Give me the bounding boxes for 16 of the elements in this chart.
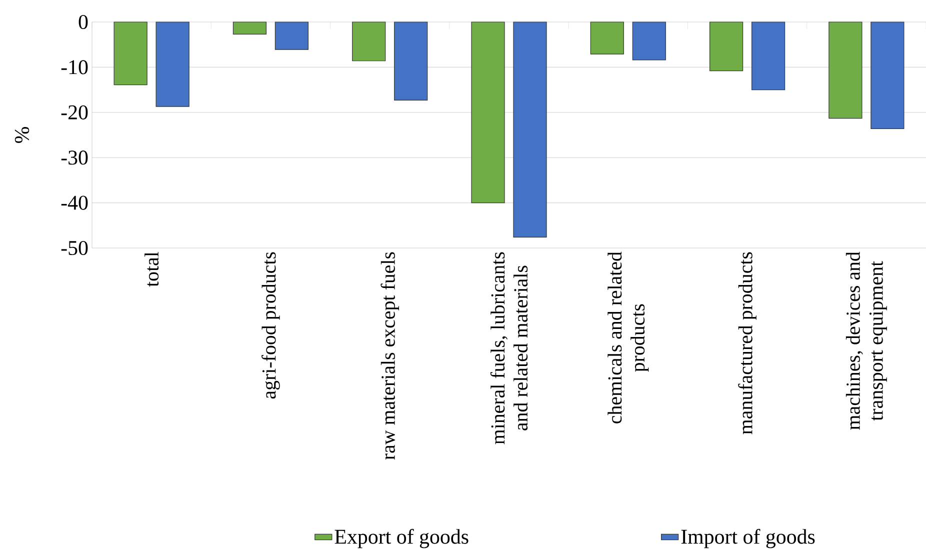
y-tick-label: -30: [61, 150, 88, 165]
x-tick-label: mineral fuels, lubricants and related materials: [490, 252, 528, 444]
y-tick-label: -50: [61, 240, 88, 256]
x-tick-label: chemicals and related products: [608, 252, 649, 424]
y-tick-label: 0: [78, 14, 88, 30]
x-tick-label: manufactured products: [738, 252, 756, 434]
y-tick-label: -20: [61, 105, 88, 120]
x-tick-label: machines, devices and transport equipment: [846, 252, 887, 430]
legend-label: Export of goods: [334, 528, 468, 548]
y-axis-title: %: [14, 126, 30, 143]
x-tick-label: raw materials except fuels: [380, 252, 399, 460]
y-tick-label: -40: [61, 196, 88, 210]
legend-label: Import of goods: [681, 528, 815, 548]
y-tick-label: -10: [61, 60, 88, 74]
x-tick-label: total: [144, 252, 159, 287]
x-tick-label: agri-food products: [262, 252, 280, 399]
